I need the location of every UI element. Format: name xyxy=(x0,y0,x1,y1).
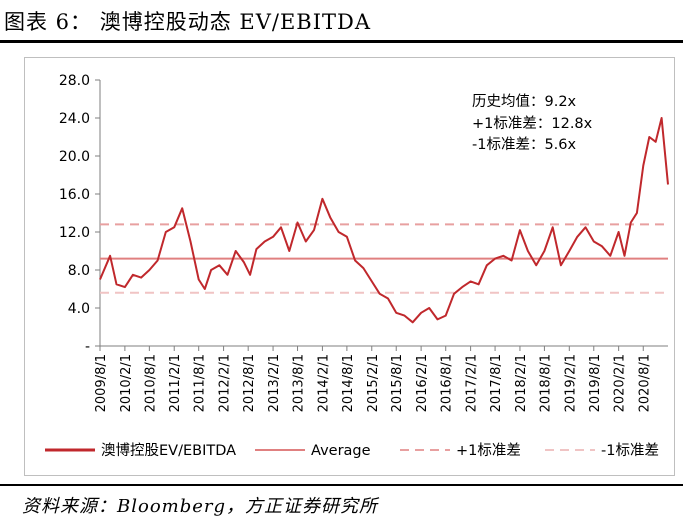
y-tick-label: 12.0 xyxy=(59,225,90,241)
legend-label-0: 澳博控股EV/EBITDA xyxy=(101,442,236,459)
x-tick-label: 2009/8/1 xyxy=(94,354,109,412)
y-tick-label: 24.0 xyxy=(59,111,90,127)
legend-label-2: +1标准差 xyxy=(456,442,521,459)
x-axis: 2009/8/1 2010/2/1 2010/8/1 2011/2/1 2011/8/1… xyxy=(94,345,668,412)
y-tick-label: 28.0 xyxy=(59,73,90,89)
annotation-box: 历史均值：9.2x +1标准差：12.8x -1标准差：5.6x xyxy=(472,93,593,153)
y-axis: - 4.0 8.0 12.0 16.0 20.0 24.0 28.0 xyxy=(59,73,101,355)
source-note: 资料来源：Bloomberg，方正证券研究所 xyxy=(22,496,379,517)
legend-label-3: -1标准差 xyxy=(601,442,659,459)
series-line-main xyxy=(99,117,669,324)
x-tick-label: 2018/8/1 xyxy=(538,354,553,412)
x-tick-label: 2017/8/1 xyxy=(489,354,504,412)
y-tick-label: 8.0 xyxy=(68,263,90,279)
x-tick-label: 2010/8/1 xyxy=(143,354,158,412)
x-tick-label: 2011/8/1 xyxy=(193,354,208,412)
figure-title: 图表 6： 澳博控股动态 EV/EBITDA xyxy=(4,10,372,34)
x-tick-label: 2018/2/1 xyxy=(514,354,529,412)
x-tick-label: 2010/2/1 xyxy=(119,354,134,412)
x-tick-label: 2020/2/1 xyxy=(613,354,628,412)
x-tick-label: 2013/2/1 xyxy=(267,354,282,412)
annotation-mean: 历史均值：9.2x xyxy=(472,93,577,110)
x-tick-label: 2016/8/1 xyxy=(440,354,455,412)
annotation-plus1: +1标准差：12.8x xyxy=(472,115,593,132)
x-tick-label: 2015/8/1 xyxy=(390,354,405,412)
annotation-minus1: -1标准差：5.6x xyxy=(472,136,577,153)
reference-lines xyxy=(100,223,668,294)
y-tick-label: 16.0 xyxy=(59,187,90,203)
x-tick-label: 2014/8/1 xyxy=(341,354,356,412)
y-tick-label: 20.0 xyxy=(59,149,90,165)
x-tick-label: 2011/2/1 xyxy=(168,354,183,412)
chart-frame xyxy=(24,57,675,476)
series-layer xyxy=(99,117,669,324)
x-tick-label: 2012/2/1 xyxy=(218,354,233,412)
source-rule xyxy=(0,484,683,486)
y-tick-label: - xyxy=(85,339,90,355)
legend-label-1: Average xyxy=(311,443,371,459)
y-tick-label: 4.0 xyxy=(68,301,90,317)
x-tick-label: 2012/8/1 xyxy=(242,354,257,412)
x-tick-label: 2019/8/1 xyxy=(588,354,603,412)
x-tick-label: 2017/2/1 xyxy=(465,354,480,412)
x-tick-label: 2014/2/1 xyxy=(316,354,331,412)
x-tick-label: 2013/8/1 xyxy=(292,354,307,412)
legend: 澳博控股EV/EBITDA Average +1标准差 -1标准差 xyxy=(45,442,659,459)
x-tick-label: 2020/8/1 xyxy=(637,354,652,412)
x-tick-label: 2019/2/1 xyxy=(563,354,578,412)
x-tick-label: 2015/2/1 xyxy=(366,354,381,412)
title-rule xyxy=(0,40,683,43)
x-tick-label: 2016/2/1 xyxy=(415,354,430,412)
